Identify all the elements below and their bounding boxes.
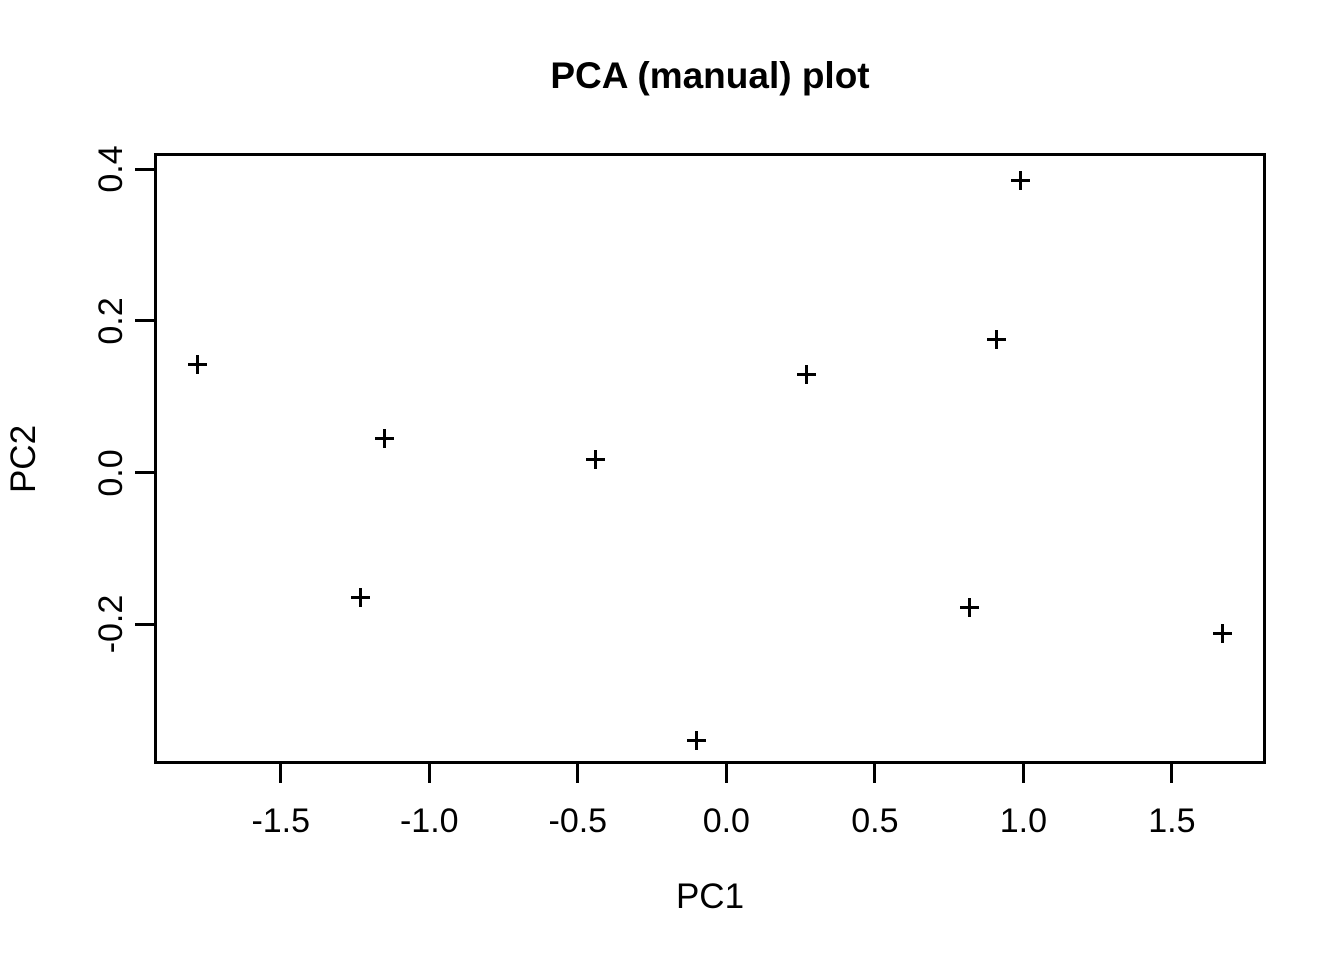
x-axis-tick [576,764,580,783]
y-axis-tick-label: -0.2 [92,594,130,654]
data-point-plus-marker [375,428,395,448]
x-axis-tick [427,764,431,783]
chart-title: PCA (manual) plot [550,55,870,96]
y-axis-tick-label: 0.4 [92,145,130,194]
x-axis-tick-label: 0.0 [702,802,750,840]
y-axis-tick-label: 0.2 [92,297,130,345]
data-point-plus-marker [351,588,371,608]
data-point-plus-marker [1010,170,1030,190]
plot-area-border [154,153,1266,764]
x-axis-tick-label: -1.5 [251,802,311,840]
x-axis-tick-label: 1.0 [999,802,1047,840]
y-axis-tick [135,167,154,171]
data-point-plus-marker [960,597,980,617]
x-axis-tick-label: -1.0 [399,802,459,840]
x-axis-tick [873,764,877,783]
data-point-plus-marker [188,354,208,374]
y-axis-tick [135,622,154,626]
y-axis-tick [135,471,154,475]
x-axis-tick [279,764,283,783]
data-point-plus-marker [987,330,1007,350]
data-point-plus-marker [687,731,707,751]
x-axis-tick [724,764,728,783]
y-axis-tick [135,319,154,323]
x-axis-tick-label: -0.5 [548,802,608,840]
x-axis-title: PC1 [675,877,745,916]
x-axis-tick-label: 0.5 [851,802,899,840]
y-axis-tick-label: 0.0 [92,448,130,497]
x-axis-tick-label: 1.5 [1148,802,1196,840]
x-axis-tick [1170,764,1174,783]
data-point-plus-marker [797,364,817,384]
y-axis-title: PC2 [4,424,43,494]
data-point-plus-marker [586,450,606,470]
data-point-plus-marker [1212,624,1232,644]
x-axis-tick [1021,764,1025,783]
